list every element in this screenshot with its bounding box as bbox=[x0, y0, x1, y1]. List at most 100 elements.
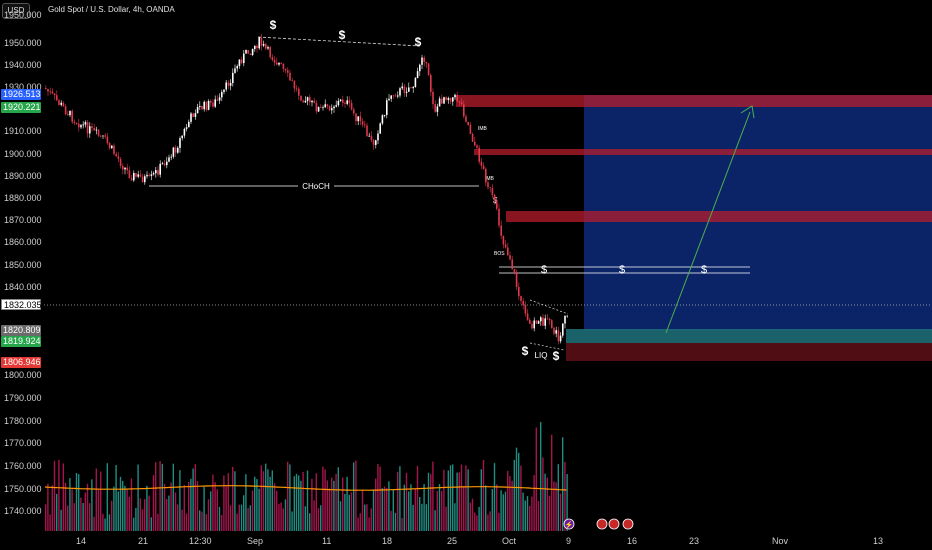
candle-body bbox=[529, 319, 531, 324]
candle-body bbox=[163, 163, 166, 166]
volume-bar bbox=[256, 479, 258, 531]
volume-bar bbox=[350, 492, 353, 531]
time-label: Oct bbox=[502, 536, 517, 546]
candle-body bbox=[287, 70, 289, 73]
volume-bar bbox=[273, 483, 276, 531]
price-tick: 1910.000 bbox=[4, 126, 42, 136]
volume-bar bbox=[520, 465, 522, 531]
candle-body bbox=[564, 315, 566, 324]
volume-bar bbox=[311, 478, 313, 531]
us-flag-event-icon[interactable] bbox=[622, 518, 634, 530]
volume-bar bbox=[203, 487, 205, 531]
volume-bar bbox=[403, 484, 405, 531]
candle-body bbox=[436, 106, 439, 112]
volume-bar bbox=[443, 469, 445, 531]
volume-bar bbox=[537, 500, 540, 531]
candle-body bbox=[86, 122, 89, 134]
volume-bar bbox=[179, 470, 181, 531]
volume-bar bbox=[67, 505, 69, 531]
candle-body bbox=[166, 161, 168, 166]
candle-body bbox=[463, 104, 465, 117]
volume-bar bbox=[161, 463, 163, 531]
currency-button[interactable]: USD bbox=[2, 3, 30, 19]
dollar-marker: $ bbox=[619, 264, 625, 276]
volume-bar bbox=[388, 481, 390, 531]
candle-body bbox=[75, 122, 78, 124]
volume-bar bbox=[122, 480, 124, 531]
candle-body bbox=[480, 161, 483, 166]
volume-bar bbox=[322, 466, 324, 531]
candle-body bbox=[276, 62, 278, 65]
candle-body bbox=[320, 107, 322, 108]
time-axis[interactable]: 14 21 12:30 Sep 11 18 25 Oct 9 16 23 Nov… bbox=[44, 533, 932, 550]
lightning-glyph: ⚡ bbox=[565, 520, 574, 529]
volume-bar bbox=[240, 504, 243, 531]
volume-bar bbox=[533, 474, 535, 531]
candle-body bbox=[562, 323, 564, 336]
candle-body bbox=[469, 125, 472, 134]
time-label: Nov bbox=[772, 536, 789, 546]
candle-body bbox=[240, 59, 243, 64]
candle-body bbox=[408, 87, 410, 92]
candle-body bbox=[62, 102, 65, 107]
candle-body bbox=[355, 113, 357, 122]
candle-body bbox=[181, 135, 183, 139]
stop-zone bbox=[566, 343, 932, 361]
volume-bar bbox=[421, 503, 423, 531]
volume-bar bbox=[185, 513, 188, 531]
volume-bar bbox=[500, 490, 502, 531]
symbol-title[interactable]: Gold Spot / U.S. Dollar, 4h, OANDA bbox=[48, 5, 175, 14]
candle-body bbox=[106, 136, 109, 144]
candle-body bbox=[548, 318, 551, 321]
candle-body bbox=[524, 305, 527, 314]
price-chart[interactable]: CHoCH $ $ $ $ $ $ IMB IMB $ BOS $ LIQ $ … bbox=[44, 0, 932, 533]
volume-bar bbox=[562, 437, 564, 531]
volume-bar bbox=[315, 473, 317, 531]
volume-bar bbox=[300, 480, 302, 531]
candle-body bbox=[432, 91, 434, 105]
candle-body bbox=[73, 121, 76, 123]
volume-bar bbox=[566, 474, 568, 531]
candle-body bbox=[322, 107, 324, 109]
candle-body bbox=[471, 133, 474, 142]
volume-bar bbox=[108, 514, 111, 531]
volume-bar bbox=[496, 484, 498, 531]
volume-bar bbox=[93, 516, 95, 531]
candle-body bbox=[507, 247, 509, 256]
volume-bar bbox=[460, 464, 463, 531]
us-flag-event-icon[interactable] bbox=[608, 518, 620, 530]
candle-body bbox=[522, 300, 524, 306]
volume-bar bbox=[258, 488, 260, 531]
candle-body bbox=[496, 200, 498, 209]
volume-bar bbox=[295, 473, 298, 531]
candle-body bbox=[542, 317, 544, 326]
time-label: 25 bbox=[447, 536, 458, 546]
volume-bar bbox=[469, 502, 471, 531]
price-badge-green: 1819.924 bbox=[1, 336, 41, 347]
volume-bar bbox=[86, 483, 89, 531]
price-tick: 1790.000 bbox=[4, 393, 42, 403]
candle-body bbox=[168, 157, 170, 162]
volume-bar bbox=[381, 488, 383, 531]
volume-bar bbox=[159, 461, 161, 531]
price-tick: 1900.000 bbox=[4, 149, 42, 159]
candle-body bbox=[93, 128, 95, 131]
us-flag-event-icon[interactable] bbox=[596, 518, 608, 530]
price-axis[interactable]: USD 1950.000 1950.000 1940.000 1930.000 … bbox=[0, 0, 44, 550]
lightning-event-icon[interactable] bbox=[563, 518, 575, 530]
volume-bar bbox=[183, 484, 185, 531]
candle-body bbox=[430, 75, 432, 92]
candle-body bbox=[381, 115, 384, 124]
volume-bar bbox=[128, 496, 130, 531]
volume-bar bbox=[102, 513, 104, 531]
candle-body bbox=[421, 57, 423, 65]
candle-body bbox=[452, 97, 454, 102]
candle-body bbox=[249, 53, 252, 55]
volume-bar bbox=[245, 474, 247, 531]
candle-body bbox=[298, 88, 300, 96]
candle-body bbox=[284, 68, 287, 71]
volume-bar bbox=[339, 501, 342, 531]
volume-bar bbox=[73, 503, 75, 531]
volume-bar bbox=[513, 459, 515, 531]
candle-body bbox=[256, 45, 258, 49]
